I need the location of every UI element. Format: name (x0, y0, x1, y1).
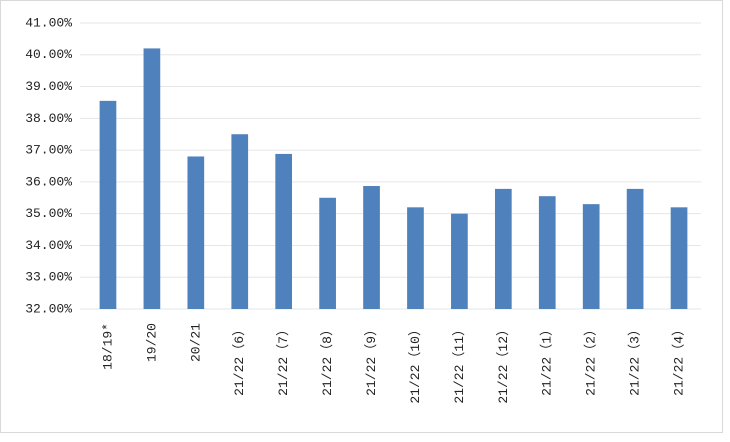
y-tick-label: 34.00% (25, 238, 72, 253)
bar (494, 188, 512, 309)
bar (275, 153, 293, 309)
x-tick-label: 21/22（7） (276, 323, 291, 396)
y-tick-label: 36.00% (25, 174, 72, 189)
x-tick-label: 21/22（1） (540, 323, 555, 396)
x-tick-label: 21/22（6） (232, 323, 247, 396)
bar (363, 186, 380, 309)
bar (626, 188, 644, 309)
x-tick-label: 21/22（11） (452, 323, 467, 404)
bar (407, 207, 424, 309)
x-tick-label: 21/22（4） (671, 323, 686, 396)
bar (143, 48, 161, 310)
x-tick-label: 21/22（2） (584, 323, 599, 396)
y-tick-label: 41.00% (25, 15, 72, 30)
bar (99, 100, 117, 309)
y-tick-label: 38.00% (25, 111, 72, 126)
bar (231, 134, 249, 309)
x-tick-label: 21/22（9） (364, 323, 379, 396)
x-tick-label: 18/19* (100, 323, 115, 370)
x-tick-label: 21/22（10） (408, 323, 423, 404)
bar (538, 196, 556, 309)
x-tick-label: 21/22（8） (320, 323, 335, 396)
x-tick-label: 20/21 (188, 323, 203, 362)
y-tick-label: 40.00% (25, 47, 72, 62)
bar (451, 213, 468, 309)
bar (319, 197, 336, 309)
y-tick-label: 39.00% (25, 79, 72, 94)
x-tick-label: 19/20 (144, 323, 159, 362)
x-tick-label: 21/22（12） (496, 323, 511, 404)
bar (582, 204, 600, 309)
y-tick-label: 37.00% (25, 143, 72, 158)
x-tick-label: 21/22（3） (628, 323, 643, 396)
y-tick-label: 32.00% (25, 301, 72, 316)
y-tick-label: 35.00% (25, 206, 72, 221)
y-tick-label: 33.00% (25, 270, 72, 285)
bar (187, 156, 205, 309)
bar (670, 207, 688, 309)
chart-border (0, 0, 723, 433)
